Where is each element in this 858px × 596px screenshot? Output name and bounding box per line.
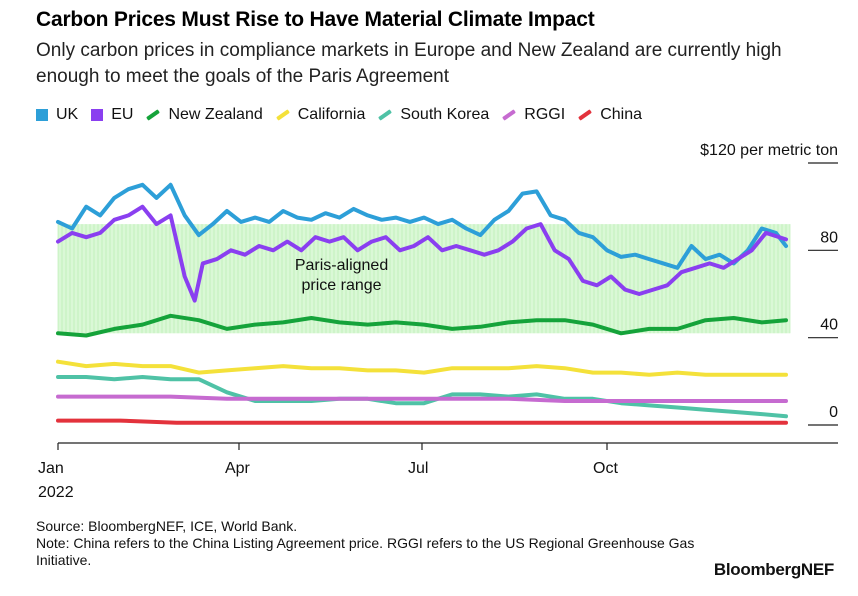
legend-swatch	[502, 109, 517, 121]
band-label-line1: Paris-aligned	[295, 257, 388, 274]
series-line-california	[56, 359, 788, 377]
chart-legend: UK EU New Zealand California South Korea RGGI…	[36, 106, 655, 124]
brand-logo: BloombergNEF	[713, 560, 834, 579]
band-hatching	[57, 224, 791, 334]
legend-label: RGGI	[524, 106, 566, 123]
legend-label: California	[297, 106, 366, 123]
legend-label: UK	[56, 106, 79, 123]
legend-swatch	[146, 109, 161, 121]
legend-swatch	[578, 109, 593, 121]
x-tick-label: Apr	[225, 460, 251, 477]
legend-swatch	[275, 109, 290, 121]
y-tick-label: 40	[820, 317, 838, 334]
series-line-uk	[56, 182, 788, 270]
chart-footnote: Source: BloombergNEF, ICE, World Bank. N…	[36, 518, 696, 569]
legend-item-china: China	[578, 106, 642, 124]
legend-label: South Korea	[400, 106, 490, 123]
paris-aligned-band	[58, 224, 790, 334]
source-text: Source: BloombergNEF, ICE, World Bank.	[36, 518, 298, 534]
series-line-eu	[56, 204, 788, 303]
legend-label: New Zealand	[168, 106, 263, 123]
band-label-line2: price range	[302, 277, 382, 294]
y-axis-unit-label: $120 per metric ton	[700, 142, 838, 159]
x-year-label: 2022	[38, 484, 74, 500]
x-tick-label: Jan	[38, 460, 64, 477]
series-line-south-korea	[56, 375, 788, 419]
x-tick-label: Jul	[408, 460, 428, 477]
note-text: Note: China refers to the China Listing …	[36, 535, 695, 568]
line-chart: Paris-aligned price range 0 40 80 $120 per me…	[38, 142, 838, 500]
y-tick-label: 0	[829, 404, 838, 421]
legend-swatch	[378, 109, 393, 121]
legend-swatch	[36, 109, 48, 121]
legend-item-new-zealand: New Zealand	[146, 106, 263, 124]
legend-item-south-korea: South Korea	[378, 106, 489, 124]
legend-item-california: California	[275, 106, 366, 124]
series-line-china	[56, 418, 788, 425]
y-tick-label: 80	[820, 229, 838, 246]
legend-label: China	[600, 106, 642, 123]
legend-label: EU	[111, 106, 134, 123]
series-line-rggi	[56, 394, 788, 403]
chart-subtitle: Only carbon prices in compliance markets…	[36, 40, 782, 87]
series-line-new-zealand	[56, 313, 788, 338]
legend-item-uk: UK	[36, 106, 78, 124]
legend-swatch	[91, 109, 104, 121]
x-tick-label: Oct	[593, 460, 618, 477]
legend-item-rggi: RGGI	[502, 106, 565, 124]
legend-item-eu: EU	[91, 106, 133, 124]
chart-title: Carbon Prices Must Rise to Have Material…	[36, 8, 595, 31]
